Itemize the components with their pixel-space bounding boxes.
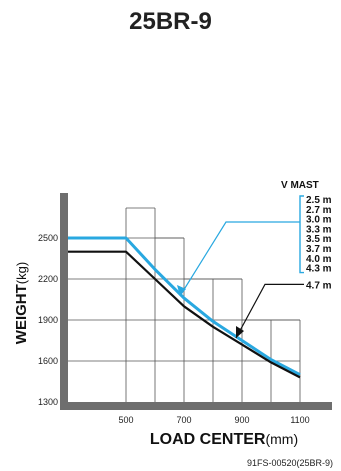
y-tick-label: 1300 xyxy=(38,397,58,407)
legend-bracket-blue xyxy=(299,195,304,274)
x-axis-bar xyxy=(60,402,332,410)
y-tick-label: 1600 xyxy=(38,356,58,366)
legend-leader-blue xyxy=(179,221,300,297)
y-tick-label: 2200 xyxy=(38,274,58,284)
legend-item: 4.3 m xyxy=(306,264,332,275)
x-tick-label: 900 xyxy=(234,415,249,425)
x-tick-labels: 500 700 900 1100 xyxy=(118,415,309,425)
figure-code: 91FS-00520(25BR-9) xyxy=(247,458,333,468)
x-tick-label: 700 xyxy=(176,415,191,425)
axis-frame xyxy=(60,193,332,410)
legend-arrow-blue xyxy=(177,285,186,296)
legend-item: 4.7 m xyxy=(306,280,332,291)
y-tick-labels: 1300 1600 1900 2200 2500 xyxy=(38,233,58,407)
legend-item: 3.7 m xyxy=(306,244,332,255)
legend-item: 4.0 m xyxy=(306,254,332,265)
legend-item: 2.7 m xyxy=(306,205,332,216)
page-title: 25BR-9 xyxy=(129,8,212,35)
legend-item: 2.5 m xyxy=(306,195,332,206)
series-line-1 xyxy=(68,236,301,377)
legend-item: 3.0 m xyxy=(306,215,332,226)
legend-leader-black xyxy=(235,283,304,339)
y-tick-label: 2500 xyxy=(38,233,58,243)
legend-arrow-black xyxy=(236,326,244,338)
y-tick-label: 1900 xyxy=(38,315,58,325)
x-tick-label: 500 xyxy=(118,415,133,425)
legend-item: 3.3 m xyxy=(306,224,332,235)
legend: V MAST 2.5 m2.7 m3.0 m3.3 m3.5 m3.7 m4.0… xyxy=(177,180,332,339)
y-axis-title: WEIGHT(kg) xyxy=(13,262,30,344)
series-lines xyxy=(68,236,301,379)
x-axis-title: LOAD CENTER(mm) xyxy=(150,431,298,448)
x-tick-label: 1100 xyxy=(290,415,309,425)
legend-title: V MAST xyxy=(281,180,319,191)
series-line-2 xyxy=(68,250,301,379)
y-axis-cap xyxy=(60,193,68,195)
y-axis-bar xyxy=(60,193,68,410)
legend-item: 3.5 m xyxy=(306,234,332,245)
